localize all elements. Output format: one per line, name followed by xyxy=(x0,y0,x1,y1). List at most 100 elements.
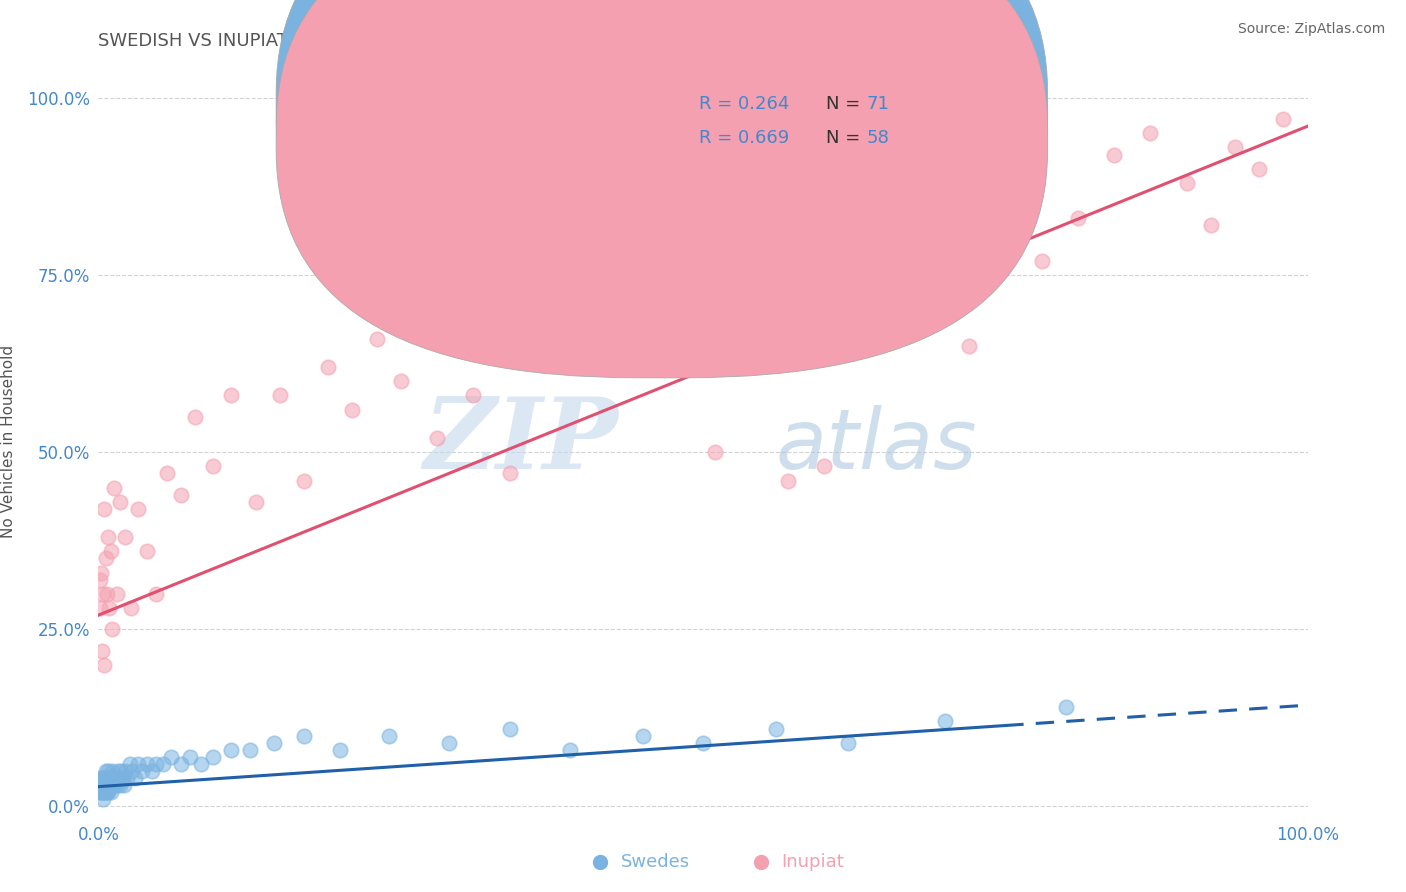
Point xyxy=(97,764,120,778)
Point xyxy=(498,467,520,481)
Point xyxy=(498,722,520,736)
Point xyxy=(94,551,117,566)
Point xyxy=(202,459,225,474)
Point xyxy=(156,467,179,481)
Point xyxy=(1067,211,1090,226)
Point xyxy=(96,785,118,799)
Point xyxy=(292,474,315,488)
Text: N =: N = xyxy=(827,95,860,113)
Point xyxy=(160,750,183,764)
Text: SWEDISH VS INUPIAT NO VEHICLES IN HOUSEHOLD CORRELATION CHART: SWEDISH VS INUPIAT NO VEHICLES IN HOUSEH… xyxy=(98,32,761,50)
Point xyxy=(112,778,135,792)
Point xyxy=(1102,147,1125,161)
Point xyxy=(921,233,943,247)
Point xyxy=(91,778,114,792)
Point xyxy=(108,778,131,792)
Point xyxy=(103,778,125,792)
Point xyxy=(90,778,112,792)
Point xyxy=(98,778,121,792)
Text: atlas: atlas xyxy=(776,405,977,486)
Point xyxy=(184,409,207,424)
Point xyxy=(100,778,122,792)
Point xyxy=(1249,161,1271,176)
Point xyxy=(1175,176,1198,190)
Point xyxy=(100,764,122,778)
Point xyxy=(89,785,111,799)
Point xyxy=(141,764,163,778)
Point xyxy=(145,756,167,771)
Point xyxy=(100,785,122,799)
Point xyxy=(366,332,388,346)
Point xyxy=(108,771,131,785)
Point xyxy=(221,743,243,757)
Point xyxy=(105,587,128,601)
Point xyxy=(269,388,291,402)
Point xyxy=(704,445,727,459)
Point xyxy=(1272,112,1295,127)
Point xyxy=(124,771,146,785)
Point xyxy=(108,495,131,509)
Point xyxy=(934,714,956,729)
Text: R = 0.669: R = 0.669 xyxy=(699,129,790,147)
Text: N =: N = xyxy=(827,129,860,147)
Point xyxy=(1223,140,1246,154)
Point xyxy=(100,771,122,785)
Point xyxy=(190,756,212,771)
Point xyxy=(740,360,762,375)
Point xyxy=(463,388,485,402)
Point xyxy=(114,530,136,544)
Point xyxy=(100,623,122,637)
Point xyxy=(342,402,364,417)
FancyBboxPatch shape xyxy=(276,0,1047,378)
Point xyxy=(93,785,115,799)
Point xyxy=(329,743,352,757)
Point xyxy=(631,729,654,743)
Point xyxy=(91,771,114,785)
Point xyxy=(437,736,460,750)
Point xyxy=(90,785,112,799)
Point xyxy=(117,771,139,785)
Point xyxy=(107,764,129,778)
Point xyxy=(179,750,201,764)
Point xyxy=(776,474,799,488)
Point xyxy=(169,756,191,771)
Point xyxy=(97,785,120,799)
Point xyxy=(118,756,141,771)
Point xyxy=(96,771,118,785)
Point xyxy=(583,318,606,332)
Point xyxy=(100,544,122,558)
Point xyxy=(114,764,136,778)
Point xyxy=(121,764,143,778)
Point xyxy=(426,431,449,445)
Point xyxy=(292,729,315,743)
Point xyxy=(131,764,153,778)
Point xyxy=(94,778,117,792)
Point xyxy=(221,388,243,402)
Point xyxy=(97,530,120,544)
Point xyxy=(94,764,117,778)
Point xyxy=(94,785,117,799)
Point xyxy=(631,268,654,282)
Point xyxy=(135,756,157,771)
Point xyxy=(263,736,285,750)
Point xyxy=(91,643,114,657)
Point xyxy=(96,778,118,792)
Point xyxy=(89,573,111,587)
Point xyxy=(135,544,157,558)
Point xyxy=(89,601,111,615)
Point xyxy=(1199,219,1222,233)
Text: R = 0.264: R = 0.264 xyxy=(699,95,790,113)
Point xyxy=(93,778,115,792)
Point xyxy=(120,601,142,615)
Point xyxy=(93,657,115,672)
Point xyxy=(668,246,690,260)
Text: Swedes: Swedes xyxy=(621,854,690,871)
Point xyxy=(127,756,149,771)
Point xyxy=(1031,253,1053,268)
Point xyxy=(91,587,114,601)
Point xyxy=(849,219,872,233)
Point xyxy=(97,778,120,792)
Text: ZIP: ZIP xyxy=(423,393,619,490)
Point xyxy=(245,495,267,509)
Point xyxy=(765,722,787,736)
